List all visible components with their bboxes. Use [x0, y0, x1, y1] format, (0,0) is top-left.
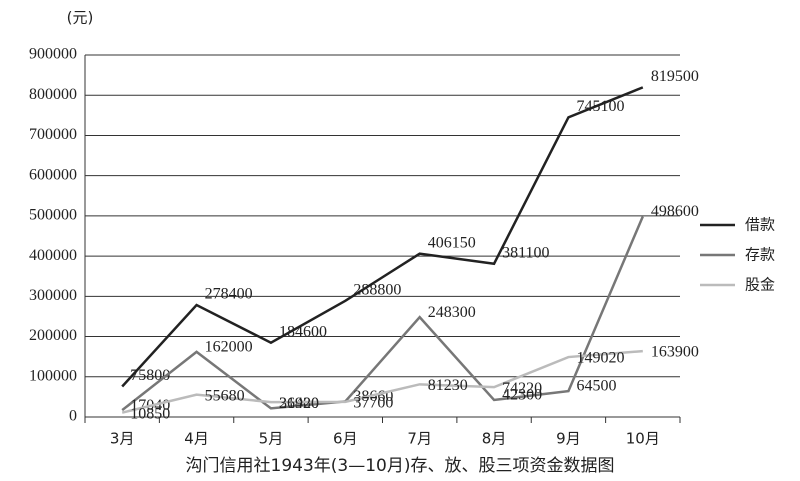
- data-label: 55680: [205, 387, 245, 404]
- y-tick-label: 700000: [29, 126, 77, 143]
- data-label: 381100: [502, 244, 549, 261]
- legend-label: 存款: [745, 246, 775, 264]
- line-series: [121, 86, 644, 388]
- x-tick-label: 10月: [626, 430, 660, 448]
- data-label: 163900: [651, 344, 699, 361]
- y-tick-label: 500000: [29, 207, 77, 224]
- data-label: 278400: [205, 286, 253, 303]
- y-tick-label: 400000: [29, 247, 77, 264]
- data-label: 162000: [205, 339, 253, 356]
- data-label: 288800: [353, 282, 401, 299]
- data-label: 819500: [651, 68, 699, 85]
- data-label: 248300: [428, 304, 476, 321]
- chart-title: 沟门信用社1943年(3—10月)存、放、股三项资金数据图: [186, 456, 615, 476]
- y-tick-label: 100000: [29, 367, 77, 384]
- x-tick-label: 9月: [556, 430, 581, 448]
- y-tick-label: 0: [69, 408, 77, 425]
- y-tick-label: 600000: [29, 166, 77, 183]
- x-tick-label: 5月: [259, 430, 284, 448]
- data-label: 81230: [428, 377, 468, 394]
- data-label: 498600: [651, 203, 699, 220]
- x-tick-label: 7月: [407, 430, 432, 448]
- y-tick-label: 800000: [29, 86, 77, 103]
- data-label: 10850: [130, 405, 170, 422]
- data-label: 184600: [279, 323, 327, 340]
- data-label: 406150: [428, 234, 476, 251]
- x-tick-label: 8月: [482, 430, 507, 448]
- data-label: 37700: [353, 395, 393, 412]
- y-axis-label: (元): [67, 9, 94, 27]
- line-series: [121, 349, 643, 414]
- data-label: 42300: [502, 387, 542, 404]
- x-tick-label: 3月: [110, 430, 135, 448]
- x-tick-label: 6月: [333, 430, 358, 448]
- data-label: 149020: [576, 350, 624, 367]
- data-label: 745100: [576, 98, 624, 115]
- y-tick-label: 200000: [29, 327, 77, 344]
- x-tick-label: 4月: [184, 430, 209, 448]
- legend-label: 借款: [745, 216, 775, 234]
- legend-label: 股金: [745, 276, 775, 294]
- data-label: 64500: [576, 378, 616, 395]
- line-series: [121, 215, 644, 412]
- data-label: 21400: [279, 395, 319, 412]
- y-tick-label: 300000: [29, 287, 77, 304]
- y-tick-label: 900000: [29, 46, 77, 63]
- data-label: 74220: [502, 380, 542, 397]
- data-label: 36920: [279, 395, 319, 412]
